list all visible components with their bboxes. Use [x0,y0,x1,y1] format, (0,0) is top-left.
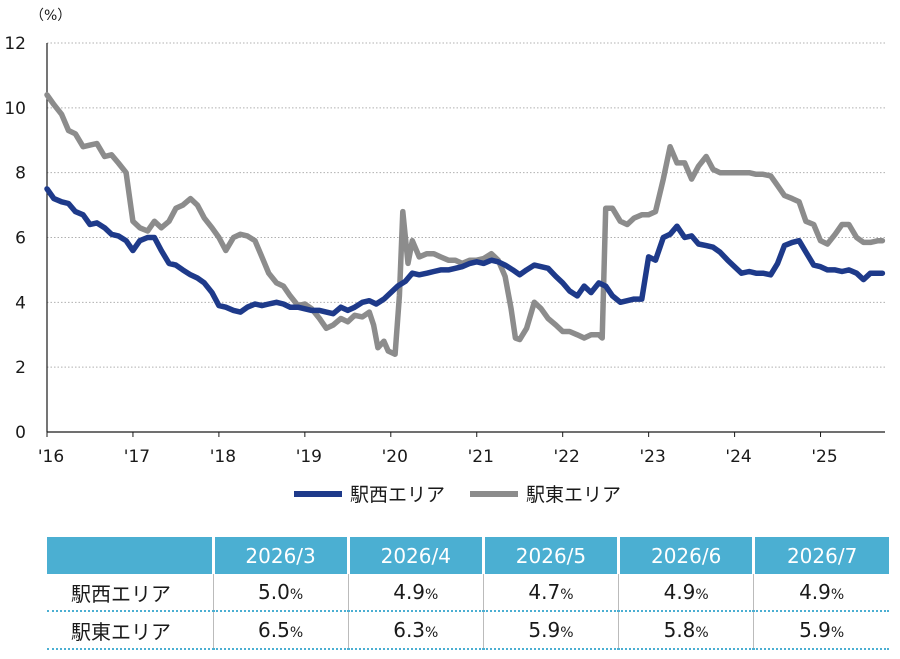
row-label: 駅東エリア [71,619,171,644]
cell-value: 6.3 [393,618,426,642]
x-tick-label: '22 [554,447,580,467]
x-tick-label: '23 [639,447,665,467]
table-cell: 5.0% [212,574,349,611]
cell-unit: % [830,625,845,641]
table-row: 駅東エリア 6.5% 6.3% 5.9% 5.8% 5.9% [47,611,889,649]
table-cell: 5.9% [753,611,889,649]
cell-value: 4.7 [528,580,561,604]
table-cell: 4.7% [482,574,619,611]
x-axis: '16 '17 '18 '19 '20 '21 '22 '23 '24 '25 [38,431,885,467]
x-tick-label: '17 [124,447,150,467]
table-cell: 4.9% [618,574,754,611]
x-tick-label: '21 [468,447,494,467]
cell-value: 5.8 [663,618,696,642]
table-header: 2026/6 [617,537,754,574]
x-tick-label: '16 [38,447,64,467]
y-tick-label: 2 [15,358,26,378]
cell-unit: % [560,587,574,603]
cell-value: 5.9 [528,618,561,642]
x-tick-label: '18 [210,447,236,467]
cell-unit: % [695,625,709,641]
cell-value: 4.9 [393,580,426,604]
table-header-row: 2026/3 2026/4 2026/5 2026/6 2026/7 [47,537,889,574]
cell-unit: % [830,587,845,603]
cell-unit: % [425,587,439,603]
x-tick-label: '24 [725,447,751,467]
cell-unit: % [289,587,304,603]
cell-unit: % [289,625,304,641]
table-cell: 6.5% [212,611,349,649]
y-axis: 0 2 4 6 8 10 12 [4,34,48,443]
y-tick-label: 10 [4,99,26,119]
line-chart: 0 2 4 6 8 10 12 '16 '17 '18 '19 '20 '21 '22 '23 '24 '25… [4,8,886,506]
series-line-0 [44,186,886,317]
cell-unit: % [560,625,574,641]
series-lines [44,92,886,357]
legend-label: 駅西エリア [350,484,445,506]
row-label: 駅西エリア [71,581,171,606]
series-line-1 [44,92,886,357]
y-unit-label: （%） [30,8,71,24]
legend: 駅西エリア 駅東エリア [294,484,621,506]
y-tick-label: 8 [15,164,26,184]
y-tick-label: 6 [15,229,26,249]
table-cell: 6.3% [347,611,484,649]
data-table: 2026/3 2026/4 2026/5 2026/6 2026/7 駅西エリア… [47,537,889,650]
table-cell: 5.8% [618,611,754,649]
table-cell: 4.9% [753,574,889,611]
cell-value: 5.9 [799,618,831,642]
table-header: 2026/7 [752,537,889,574]
cell-unit: % [425,625,439,641]
cell-value: 6.5 [258,618,290,642]
cell-unit: % [695,587,709,603]
legend-label: 駅東エリア [526,484,621,506]
grid-lines [47,42,885,368]
table-header: 2026/3 [211,537,349,574]
x-tick-label: '20 [382,447,408,467]
table-header: 2026/4 [346,537,484,574]
cell-value: 4.9 [799,580,831,604]
y-tick-label: 0 [15,423,26,443]
table-header: 2026/5 [481,537,619,574]
table-corner [47,537,213,574]
cell-value: 4.9 [663,580,696,604]
y-tick-label: 4 [15,293,26,313]
table-cell: 5.9% [482,611,619,649]
cell-value: 5.0 [258,580,290,604]
table-row: 駅西エリア 5.0% 4.9% 4.7% 4.9% 4.9% [47,574,889,611]
table-cell: 4.9% [347,574,484,611]
x-tick-label: '25 [811,447,837,467]
y-tick-label: 12 [4,34,26,54]
x-tick-label: '19 [296,447,322,467]
